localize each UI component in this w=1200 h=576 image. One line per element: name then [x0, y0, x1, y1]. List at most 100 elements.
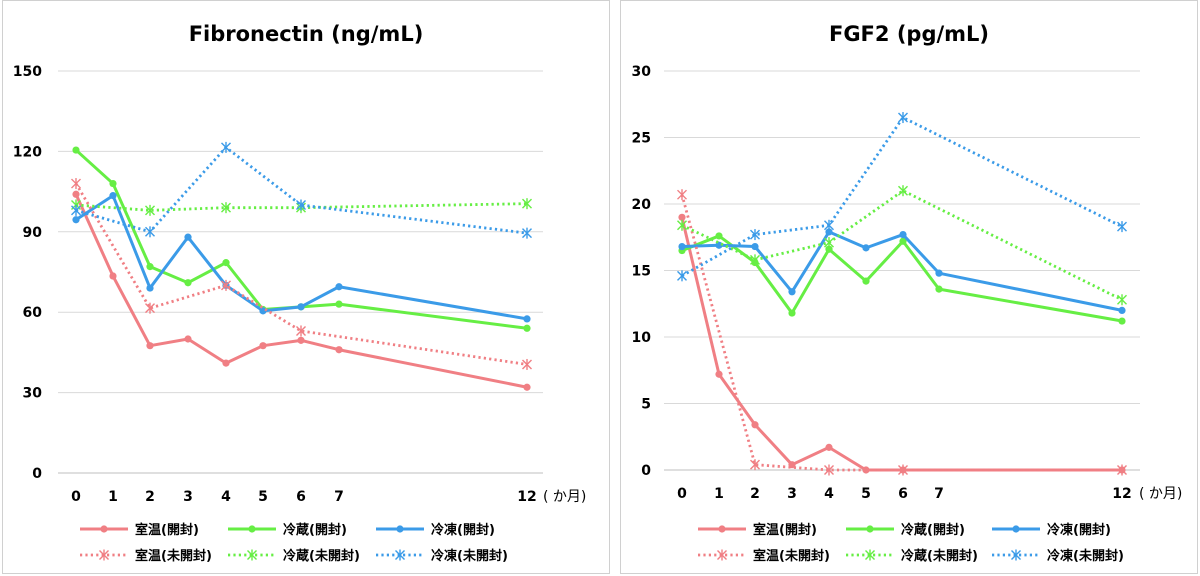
data-point — [898, 185, 908, 197]
data-point — [146, 284, 154, 292]
fibronectin-chart-panel: Fibronectin (ng/mL) 0 30 60 90 120 150 0 1 2 3 4 5 6… — [2, 0, 610, 574]
data-point — [898, 464, 908, 476]
legend-label: 冷凍(開封) — [431, 522, 495, 538]
data-point — [146, 342, 154, 350]
data-point — [678, 242, 686, 251]
y-tick-label: 90 — [23, 225, 43, 241]
data-point — [109, 272, 117, 280]
legend-item: 室温(未開封) — [80, 548, 212, 564]
data-point — [899, 237, 907, 245]
data-point — [1118, 306, 1126, 314]
data-point — [935, 269, 943, 277]
legend: 室温(開封) 冷蔵(開封) 冷凍(開封) 室温(未開封) 冷蔵(未開封) 冷凍(未開封) — [80, 522, 508, 564]
legend-swatch-marker — [1012, 525, 1020, 533]
y-tick-label: 5 — [641, 397, 651, 413]
x-tick-label: 0 — [71, 489, 81, 505]
data-point — [72, 190, 80, 198]
data-point — [824, 219, 834, 231]
series-2 — [72, 146, 531, 332]
legend-swatch-marker — [395, 549, 405, 561]
legend-item: 室温(未開封) — [698, 548, 830, 564]
data-point — [1117, 221, 1127, 233]
x-tick-label: 3 — [787, 486, 797, 502]
data-point — [750, 459, 760, 471]
x-tick-label: 1 — [108, 489, 118, 505]
fgf2-chart-panel: FGF2 (pg/mL) 0 5 10 15 20 25 30 0 1 2 3 4 5 6 7 12( か月)… — [620, 0, 1198, 574]
data-point — [145, 204, 155, 216]
data-point — [899, 230, 907, 239]
data-point — [677, 189, 687, 201]
series-line — [680, 216, 1122, 472]
x-tick-label: 5 — [258, 489, 268, 505]
y-tick-label: 30 — [632, 64, 652, 80]
legend-label: 冷蔵(開封) — [283, 522, 347, 538]
y-tick-label: 30 — [23, 386, 43, 402]
data-point — [715, 370, 723, 378]
legend-label: 室温(未開封) — [135, 548, 212, 564]
legend-item: 冷蔵(開封) — [846, 522, 965, 538]
data-point — [335, 300, 343, 308]
series-line — [681, 116, 1123, 278]
data-point — [824, 464, 834, 476]
data-point — [715, 232, 723, 240]
gridlines — [58, 70, 543, 474]
x-tick-label: 6 — [898, 486, 908, 502]
data-point — [72, 216, 80, 224]
data-point — [221, 279, 231, 291]
data-point — [1118, 317, 1126, 325]
data-point — [788, 288, 796, 296]
data-point — [825, 228, 833, 236]
data-point — [297, 303, 305, 311]
data-point — [862, 277, 870, 285]
data-point — [935, 285, 943, 293]
data-point — [259, 307, 267, 315]
x-tick-label: 3 — [183, 489, 193, 505]
data-point — [751, 421, 759, 429]
y-tick-label: 15 — [632, 264, 651, 280]
data-point — [72, 146, 80, 154]
data-point — [523, 324, 531, 332]
series-4 — [71, 178, 532, 370]
series-4 — [677, 189, 1127, 476]
legend-swatch-marker — [718, 525, 726, 533]
legend-item: 冷蔵(開封) — [228, 522, 347, 538]
legend-item: 冷凍(未開封) — [992, 548, 1124, 564]
data-point — [677, 219, 687, 231]
data-point — [335, 283, 343, 291]
legend-label: 室温(未開封) — [753, 548, 830, 564]
data-point — [296, 199, 306, 211]
legend-label: 冷凍(開封) — [1047, 522, 1111, 538]
legend-swatch-marker — [865, 549, 875, 561]
series-3 — [678, 228, 1126, 314]
legend-item: 室温(開封) — [698, 522, 817, 538]
legend: 室温(開封) 冷蔵(開封) 冷凍(開封) 室温(未開封) 冷蔵(未開封) 冷凍(未開封) — [698, 522, 1124, 564]
legend-label: 冷凍(未開封) — [431, 548, 508, 564]
data-point — [522, 227, 532, 239]
x-tick-label: 2 — [750, 486, 760, 502]
data-point — [71, 178, 81, 190]
data-point — [297, 336, 305, 344]
series-6 — [71, 141, 532, 239]
legend-label: 冷蔵(未開封) — [901, 548, 978, 564]
series-line — [74, 193, 528, 389]
series-line — [681, 234, 1123, 323]
legend-label: 室温(開封) — [753, 522, 817, 538]
data-point — [146, 263, 154, 271]
data-point — [750, 254, 760, 266]
data-point — [824, 237, 834, 249]
data-point — [825, 443, 833, 451]
legend-item: 冷凍(開封) — [376, 522, 495, 538]
data-point — [1117, 464, 1127, 476]
data-point — [71, 204, 81, 216]
y-tick-label: 20 — [632, 197, 652, 213]
y-tick-label: 0 — [32, 466, 42, 482]
data-point — [335, 346, 343, 354]
legend-swatch-marker — [1011, 549, 1021, 561]
x-tick-label: 6 — [296, 489, 306, 505]
legend-swatch-marker — [247, 549, 257, 561]
legend-label: 冷蔵(開封) — [901, 522, 965, 538]
legend-label: 冷凍(未開封) — [1047, 548, 1124, 564]
series-5 — [677, 185, 1127, 306]
legend-label: 室温(開封) — [135, 522, 199, 538]
